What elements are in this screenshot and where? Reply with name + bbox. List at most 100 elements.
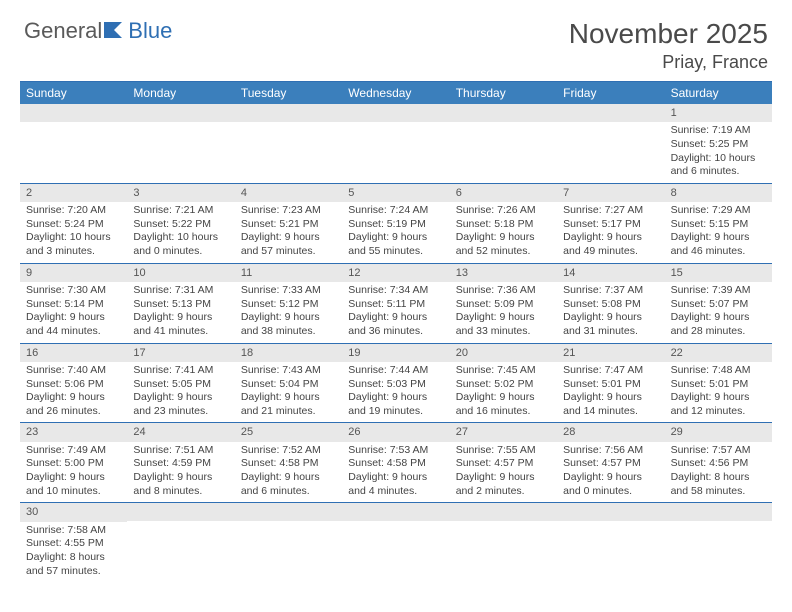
date-number: 5 (342, 184, 449, 202)
cell-body: Sunrise: 7:39 AMSunset: 5:07 PMDaylight:… (665, 282, 772, 343)
sunset-line: Sunset: 5:18 PM (456, 218, 551, 232)
daylight-line-2: and 55 minutes. (348, 245, 443, 259)
sunrise-line: Sunrise: 7:19 AM (671, 124, 766, 138)
sunrise-line: Sunrise: 7:58 AM (26, 524, 121, 538)
daylight-line-1: Daylight: 9 hours (241, 231, 336, 245)
cell-body: Sunrise: 7:45 AMSunset: 5:02 PMDaylight:… (450, 362, 557, 423)
weekday-header: Tuesday (235, 82, 342, 104)
sunset-line: Sunset: 5:00 PM (26, 457, 121, 471)
daylight-line-2: and 3 minutes. (26, 245, 121, 259)
cell-body: Sunrise: 7:40 AMSunset: 5:06 PMDaylight:… (20, 362, 127, 423)
flag-icon (104, 18, 126, 44)
date-number: 16 (20, 344, 127, 362)
calendar-cell: 5Sunrise: 7:24 AMSunset: 5:19 PMDaylight… (342, 184, 449, 263)
date-number: 4 (235, 184, 342, 202)
calendar-cell: 7Sunrise: 7:27 AMSunset: 5:17 PMDaylight… (557, 184, 664, 263)
calendar-cell (127, 104, 234, 183)
date-number (342, 503, 449, 521)
sunset-line: Sunset: 4:57 PM (456, 457, 551, 471)
date-number: 15 (665, 264, 772, 282)
daylight-line-1: Daylight: 9 hours (348, 471, 443, 485)
sunrise-line: Sunrise: 7:31 AM (133, 284, 228, 298)
date-number: 26 (342, 423, 449, 441)
date-number: 13 (450, 264, 557, 282)
date-number: 23 (20, 423, 127, 441)
calendar-cell: 22Sunrise: 7:48 AMSunset: 5:01 PMDayligh… (665, 344, 772, 423)
weekday-header: Saturday (665, 82, 772, 104)
daylight-line-2: and 16 minutes. (456, 405, 551, 419)
date-number: 19 (342, 344, 449, 362)
calendar-cell: 3Sunrise: 7:21 AMSunset: 5:22 PMDaylight… (127, 184, 234, 263)
daylight-line-1: Daylight: 10 hours (133, 231, 228, 245)
sunset-line: Sunset: 5:01 PM (671, 378, 766, 392)
sunrise-line: Sunrise: 7:41 AM (133, 364, 228, 378)
daylight-line-1: Daylight: 9 hours (456, 231, 551, 245)
calendar-cell: 19Sunrise: 7:44 AMSunset: 5:03 PMDayligh… (342, 344, 449, 423)
daylight-line-2: and 8 minutes. (133, 485, 228, 499)
calendar-cell (557, 104, 664, 183)
date-number (20, 104, 127, 122)
daylight-line-2: and 6 minutes. (241, 485, 336, 499)
daylight-line-1: Daylight: 9 hours (671, 311, 766, 325)
date-number: 21 (557, 344, 664, 362)
daylight-line-2: and 26 minutes. (26, 405, 121, 419)
daylight-line-2: and 21 minutes. (241, 405, 336, 419)
daylight-line-1: Daylight: 9 hours (133, 471, 228, 485)
calendar-cell (342, 104, 449, 183)
sunrise-line: Sunrise: 7:27 AM (563, 204, 658, 218)
cell-body: Sunrise: 7:19 AMSunset: 5:25 PMDaylight:… (665, 122, 772, 183)
cell-body: Sunrise: 7:44 AMSunset: 5:03 PMDaylight:… (342, 362, 449, 423)
sunset-line: Sunset: 5:06 PM (26, 378, 121, 392)
sunrise-line: Sunrise: 7:45 AM (456, 364, 551, 378)
cell-body: Sunrise: 7:53 AMSunset: 4:58 PMDaylight:… (342, 442, 449, 503)
sunrise-line: Sunrise: 7:53 AM (348, 444, 443, 458)
calendar-cell: 18Sunrise: 7:43 AMSunset: 5:04 PMDayligh… (235, 344, 342, 423)
date-number: 1 (665, 104, 772, 122)
daylight-line-1: Daylight: 9 hours (563, 311, 658, 325)
cell-body: Sunrise: 7:34 AMSunset: 5:11 PMDaylight:… (342, 282, 449, 343)
calendar-cell: 11Sunrise: 7:33 AMSunset: 5:12 PMDayligh… (235, 264, 342, 343)
sunset-line: Sunset: 5:24 PM (26, 218, 121, 232)
daylight-line-1: Daylight: 8 hours (26, 551, 121, 565)
date-number: 8 (665, 184, 772, 202)
daylight-line-2: and 0 minutes. (133, 245, 228, 259)
sunrise-line: Sunrise: 7:48 AM (671, 364, 766, 378)
sunrise-line: Sunrise: 7:56 AM (563, 444, 658, 458)
daylight-line-1: Daylight: 8 hours (671, 471, 766, 485)
sunset-line: Sunset: 5:07 PM (671, 298, 766, 312)
calendar-cell: 26Sunrise: 7:53 AMSunset: 4:58 PMDayligh… (342, 423, 449, 502)
date-number: 6 (450, 184, 557, 202)
sunset-line: Sunset: 5:05 PM (133, 378, 228, 392)
cell-body: Sunrise: 7:30 AMSunset: 5:14 PMDaylight:… (20, 282, 127, 343)
calendar-cell (235, 503, 342, 582)
daylight-line-2: and 33 minutes. (456, 325, 551, 339)
weekday-header: Monday (127, 82, 234, 104)
daylight-line-2: and 58 minutes. (671, 485, 766, 499)
daylight-line-2: and 6 minutes. (671, 165, 766, 179)
daylight-line-1: Daylight: 9 hours (133, 391, 228, 405)
calendar-cell: 21Sunrise: 7:47 AMSunset: 5:01 PMDayligh… (557, 344, 664, 423)
sunrise-line: Sunrise: 7:47 AM (563, 364, 658, 378)
calendar-cell: 23Sunrise: 7:49 AMSunset: 5:00 PMDayligh… (20, 423, 127, 502)
date-number: 18 (235, 344, 342, 362)
week-row: 23Sunrise: 7:49 AMSunset: 5:00 PMDayligh… (20, 423, 772, 503)
daylight-line-2: and 28 minutes. (671, 325, 766, 339)
sunset-line: Sunset: 5:01 PM (563, 378, 658, 392)
calendar-cell: 28Sunrise: 7:56 AMSunset: 4:57 PMDayligh… (557, 423, 664, 502)
date-number: 28 (557, 423, 664, 441)
week-row: 16Sunrise: 7:40 AMSunset: 5:06 PMDayligh… (20, 344, 772, 424)
daylight-line-2: and 57 minutes. (26, 565, 121, 579)
calendar-cell: 9Sunrise: 7:30 AMSunset: 5:14 PMDaylight… (20, 264, 127, 343)
calendar-cell: 30Sunrise: 7:58 AMSunset: 4:55 PMDayligh… (20, 503, 127, 582)
sunset-line: Sunset: 5:19 PM (348, 218, 443, 232)
date-number: 30 (20, 503, 127, 521)
sunrise-line: Sunrise: 7:39 AM (671, 284, 766, 298)
cell-body: Sunrise: 7:58 AMSunset: 4:55 PMDaylight:… (20, 522, 127, 583)
sunset-line: Sunset: 5:09 PM (456, 298, 551, 312)
date-number (342, 104, 449, 122)
cell-body: Sunrise: 7:31 AMSunset: 5:13 PMDaylight:… (127, 282, 234, 343)
daylight-line-1: Daylight: 9 hours (456, 391, 551, 405)
calendar: SundayMondayTuesdayWednesdayThursdayFrid… (20, 81, 772, 582)
weekday-row: SundayMondayTuesdayWednesdayThursdayFrid… (20, 82, 772, 104)
daylight-line-1: Daylight: 9 hours (26, 311, 121, 325)
